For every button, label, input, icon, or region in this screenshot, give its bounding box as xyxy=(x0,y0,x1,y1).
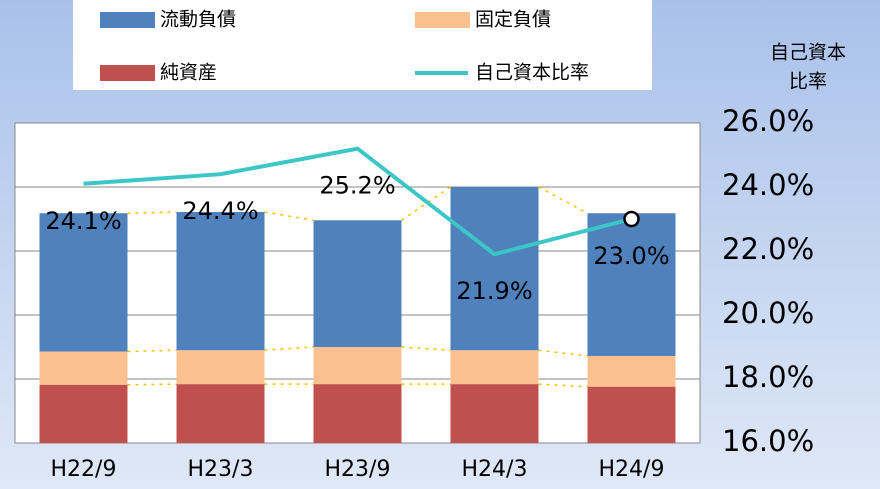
connector xyxy=(538,383,588,388)
connector xyxy=(264,211,314,222)
line xyxy=(83,146,632,257)
x-tick-label: H23/9 xyxy=(325,457,391,482)
legend-label: 純資産 xyxy=(160,62,217,84)
legend xyxy=(73,0,652,90)
y2-tick-label: 24.0% xyxy=(722,168,814,202)
legend-label: 固定負債 xyxy=(475,9,551,31)
connector xyxy=(127,349,177,353)
legend-swatch xyxy=(100,12,155,28)
bar xyxy=(587,213,676,356)
bar xyxy=(450,350,539,385)
data-label: 24.4% xyxy=(182,197,258,225)
bar xyxy=(587,386,676,443)
bar xyxy=(450,187,539,351)
x-tick-label: H23/3 xyxy=(188,457,254,482)
y2-tick-label: 26.0% xyxy=(722,104,814,138)
connector xyxy=(538,186,588,214)
legend-swatch xyxy=(415,12,470,28)
point xyxy=(623,210,640,228)
bar xyxy=(450,384,539,443)
bar xyxy=(176,384,265,443)
y2-tick-label: 18.0% xyxy=(722,360,814,394)
bar xyxy=(39,384,128,443)
bar xyxy=(176,350,265,385)
data-label: 21.9% xyxy=(456,277,532,305)
connector xyxy=(127,383,177,386)
x-tick-label: H24/3 xyxy=(462,457,528,482)
x-tick-label: H24/9 xyxy=(599,457,665,482)
connector xyxy=(264,346,314,351)
y2-tick-label: 16.0% xyxy=(722,424,814,458)
data-label: 23.0% xyxy=(593,242,669,270)
data-label: 25.2% xyxy=(319,172,395,200)
y2-tick-label: 22.0% xyxy=(722,232,814,266)
connector xyxy=(401,346,451,351)
bar xyxy=(39,213,128,352)
bar xyxy=(313,347,402,385)
y2-label: 比率 xyxy=(789,71,827,93)
bar xyxy=(39,351,128,385)
connector xyxy=(538,349,588,357)
connector xyxy=(127,211,177,214)
y2-tick-label: 20.0% xyxy=(722,296,814,330)
bar xyxy=(587,355,676,387)
legend-label: 自己資本比率 xyxy=(475,62,589,84)
bar xyxy=(176,211,265,351)
legend-swatch xyxy=(100,65,155,81)
connector xyxy=(401,186,451,221)
bar xyxy=(313,220,402,347)
x-tick-label: H22/9 xyxy=(51,457,117,482)
data-label: 24.1% xyxy=(45,207,121,235)
bar xyxy=(313,384,402,443)
y2-label: 自己資本 xyxy=(770,42,846,64)
legend-label: 流動負債 xyxy=(160,9,236,31)
